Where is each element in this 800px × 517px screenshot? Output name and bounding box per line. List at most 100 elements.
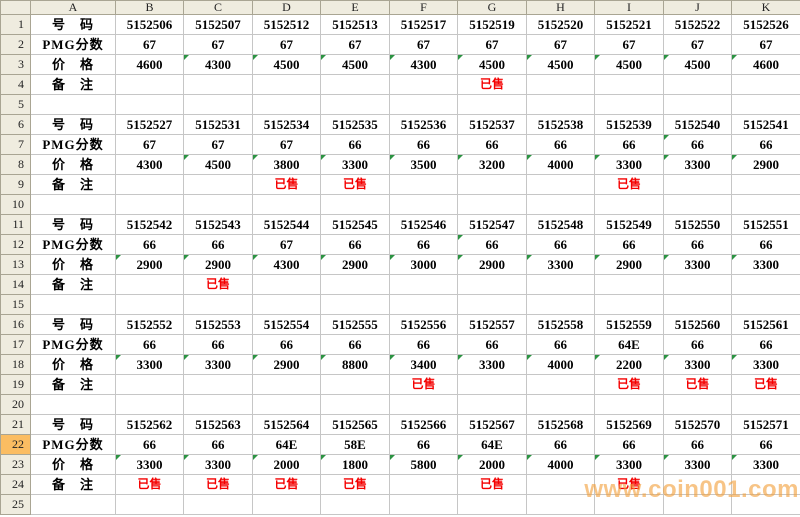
cell-D7[interactable]: 67	[252, 134, 321, 155]
cell-G6[interactable]: 5152537	[457, 114, 527, 135]
cell-C1[interactable]: 5152507	[183, 14, 253, 35]
row-header-14[interactable]: 14	[0, 274, 31, 295]
cell-F20[interactable]	[389, 394, 458, 415]
row-header-12[interactable]: 12	[0, 234, 31, 255]
row-header-20[interactable]: 20	[0, 394, 31, 415]
cell-G20[interactable]	[457, 394, 527, 415]
cell-I20[interactable]	[594, 394, 664, 415]
cell-J21[interactable]: 5152570	[663, 414, 732, 435]
cell-G16[interactable]: 5152557	[457, 314, 527, 335]
cell-D20[interactable]	[252, 394, 321, 415]
cell-E5[interactable]	[320, 94, 390, 115]
cell-F25[interactable]	[389, 494, 458, 515]
cell-H3[interactable]: 4500	[526, 54, 595, 75]
cell-H23[interactable]: 4000	[526, 454, 595, 475]
column-header-K[interactable]: K	[731, 0, 800, 15]
cell-J14[interactable]	[663, 274, 732, 295]
cell-D14[interactable]	[252, 274, 321, 295]
cell-G1[interactable]: 5152519	[457, 14, 527, 35]
cell-F15[interactable]	[389, 294, 458, 315]
cell-K10[interactable]	[731, 194, 800, 215]
cell-F12[interactable]: 66	[389, 234, 458, 255]
cell-H19[interactable]	[526, 374, 595, 395]
row-header-22[interactable]: 22	[0, 434, 31, 455]
cell-H10[interactable]	[526, 194, 595, 215]
cell-E11[interactable]: 5152545	[320, 214, 390, 235]
cell-C12[interactable]: 66	[183, 234, 253, 255]
cell-H12[interactable]: 66	[526, 234, 595, 255]
cell-J3[interactable]: 4500	[663, 54, 732, 75]
cell-E18[interactable]: 8800	[320, 354, 390, 375]
row-header-8[interactable]: 8	[0, 154, 31, 175]
cell-C8[interactable]: 4500	[183, 154, 253, 175]
cell-K20[interactable]	[731, 394, 800, 415]
cell-K22[interactable]: 66	[731, 434, 800, 455]
cell-J4[interactable]	[663, 74, 732, 95]
row-header-1[interactable]: 1	[0, 14, 31, 35]
cell-C6[interactable]: 5152531	[183, 114, 253, 135]
cell-A11-row-label-number[interactable]: 号 码	[30, 214, 116, 235]
cell-D23[interactable]: 2000	[252, 454, 321, 475]
cell-G12[interactable]: 66	[457, 234, 527, 255]
cell-E14[interactable]	[320, 274, 390, 295]
cell-A3-row-label-price[interactable]: 价 格	[30, 54, 116, 75]
cell-E4[interactable]	[320, 74, 390, 95]
cell-E8[interactable]: 3300	[320, 154, 390, 175]
cell-A5[interactable]	[30, 94, 116, 115]
cell-G7[interactable]: 66	[457, 134, 527, 155]
cell-H7[interactable]: 66	[526, 134, 595, 155]
cell-D9[interactable]: 已售	[252, 174, 321, 195]
row-header-18[interactable]: 18	[0, 354, 31, 375]
cell-I5[interactable]	[594, 94, 664, 115]
cell-C3[interactable]: 4300	[183, 54, 253, 75]
cell-J17[interactable]: 66	[663, 334, 732, 355]
cell-D22[interactable]: 64E	[252, 434, 321, 455]
cell-F22[interactable]: 66	[389, 434, 458, 455]
cell-C22[interactable]: 66	[183, 434, 253, 455]
cell-G21[interactable]: 5152567	[457, 414, 527, 435]
cell-F6[interactable]: 5152536	[389, 114, 458, 135]
row-header-16[interactable]: 16	[0, 314, 31, 335]
cell-K13[interactable]: 3300	[731, 254, 800, 275]
cell-E13[interactable]: 2900	[320, 254, 390, 275]
cell-J13[interactable]: 3300	[663, 254, 732, 275]
cell-B11[interactable]: 5152542	[115, 214, 184, 235]
cell-E9[interactable]: 已售	[320, 174, 390, 195]
column-header-H[interactable]: H	[526, 0, 595, 15]
row-header-2[interactable]: 2	[0, 34, 31, 55]
cell-B5[interactable]	[115, 94, 184, 115]
row-header-3[interactable]: 3	[0, 54, 31, 75]
row-header-24[interactable]: 24	[0, 474, 31, 495]
cell-C20[interactable]	[183, 394, 253, 415]
cell-H15[interactable]	[526, 294, 595, 315]
cell-F19[interactable]: 已售	[389, 374, 458, 395]
cell-K15[interactable]	[731, 294, 800, 315]
cell-C19[interactable]	[183, 374, 253, 395]
cell-E24[interactable]: 已售	[320, 474, 390, 495]
cell-E19[interactable]	[320, 374, 390, 395]
cell-I6[interactable]: 5152539	[594, 114, 664, 135]
cell-I16[interactable]: 5152559	[594, 314, 664, 335]
cell-E25[interactable]	[320, 494, 390, 515]
cell-D10[interactable]	[252, 194, 321, 215]
cell-G19[interactable]	[457, 374, 527, 395]
cell-J7[interactable]: 66	[663, 134, 732, 155]
cell-F8[interactable]: 3500	[389, 154, 458, 175]
cell-G8[interactable]: 3200	[457, 154, 527, 175]
cell-H24[interactable]	[526, 474, 595, 495]
row-header-9[interactable]: 9	[0, 174, 31, 195]
cell-B12[interactable]: 66	[115, 234, 184, 255]
cell-F2[interactable]: 67	[389, 34, 458, 55]
cell-G17[interactable]: 66	[457, 334, 527, 355]
cell-D17[interactable]: 66	[252, 334, 321, 355]
cell-B19[interactable]	[115, 374, 184, 395]
cell-E7[interactable]: 66	[320, 134, 390, 155]
cell-C24[interactable]: 已售	[183, 474, 253, 495]
cell-C23[interactable]: 3300	[183, 454, 253, 475]
cell-F18[interactable]: 3400	[389, 354, 458, 375]
cell-E23[interactable]: 1800	[320, 454, 390, 475]
row-header-25[interactable]: 25	[0, 494, 31, 515]
row-header-11[interactable]: 11	[0, 214, 31, 235]
cell-D6[interactable]: 5152534	[252, 114, 321, 135]
cell-F4[interactable]	[389, 74, 458, 95]
